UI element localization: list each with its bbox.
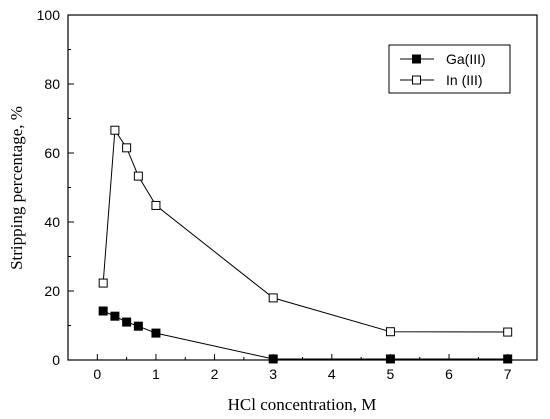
data-point	[268, 354, 278, 364]
data-point	[133, 321, 143, 331]
data-point	[503, 354, 513, 364]
y-tick-label: 100	[37, 7, 61, 23]
legend-box	[388, 44, 511, 94]
series-ga	[98, 306, 513, 364]
data-point	[110, 125, 120, 135]
data-point	[133, 171, 143, 181]
y-tick-label: 0	[52, 352, 60, 368]
x-tick-label: 1	[152, 366, 160, 382]
data-point	[98, 306, 108, 316]
data-point	[151, 328, 161, 338]
y-tick-label: 40	[44, 214, 60, 230]
series-line	[102, 128, 508, 333]
x-tick-label: 0	[93, 366, 101, 382]
data-point	[98, 278, 108, 288]
legend-label-in: In (III)	[446, 72, 483, 88]
x-tick-label: 2	[211, 366, 219, 382]
y-tick-label: 60	[44, 145, 60, 161]
y-tick-label: 80	[44, 76, 60, 92]
series-layer	[98, 125, 513, 364]
series-in	[98, 125, 513, 337]
data-point	[503, 327, 513, 337]
y-axis-title: Stripping percentage, %	[7, 106, 26, 270]
data-point	[151, 200, 161, 210]
data-point	[122, 317, 132, 327]
data-point	[385, 354, 395, 364]
legend: Ga(III) In (III)	[388, 44, 511, 94]
x-tick-label: 7	[504, 366, 512, 382]
data-point	[122, 143, 132, 153]
legend-label-ga: Ga(III)	[446, 51, 486, 67]
x-tick-label: 3	[269, 366, 277, 382]
y-tick-label: 20	[44, 283, 60, 299]
x-axis-title: HCl concentration, M	[228, 395, 377, 414]
data-point	[385, 327, 395, 337]
data-point	[110, 311, 120, 321]
data-point	[268, 293, 278, 303]
x-tick-label: 4	[328, 366, 336, 382]
x-tick-label: 6	[445, 366, 453, 382]
legend-marker-in	[412, 75, 421, 85]
legend-marker-ga	[412, 54, 421, 64]
series-line	[102, 310, 508, 360]
x-tick-label: 5	[387, 366, 395, 382]
